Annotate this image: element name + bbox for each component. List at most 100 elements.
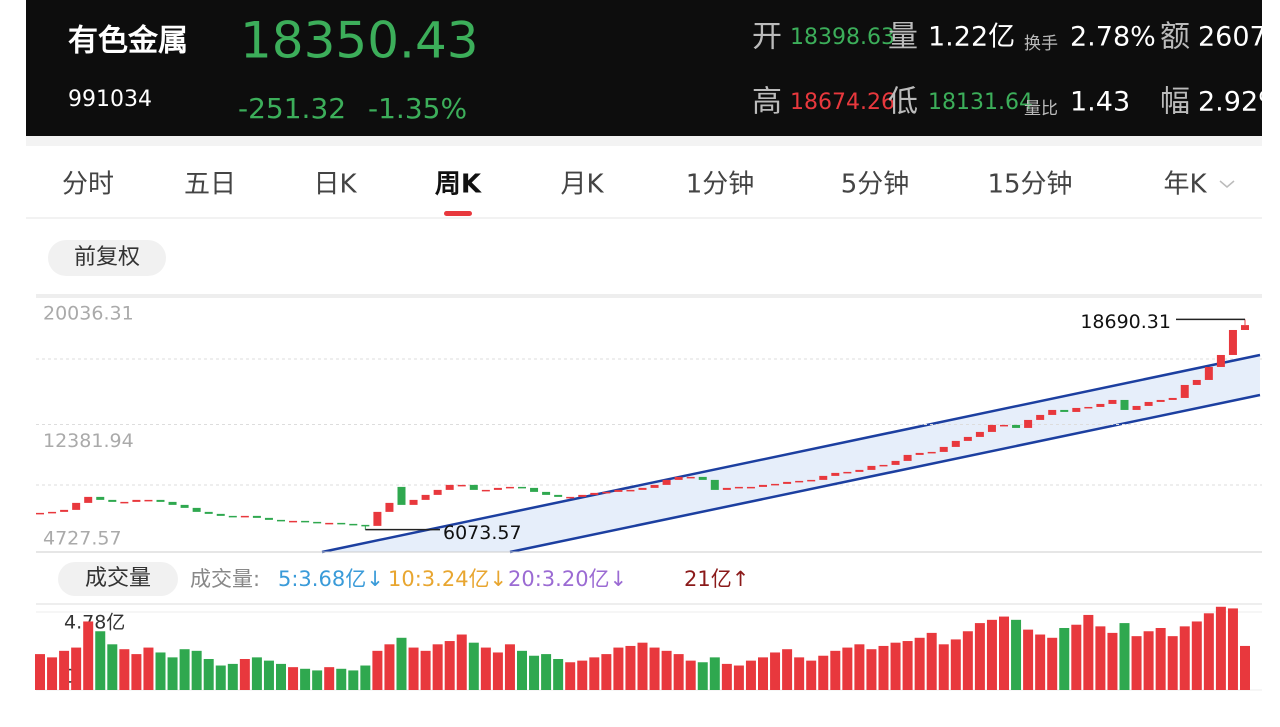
candle-body (457, 484, 466, 487)
volume-bar (842, 647, 853, 690)
tab[interactable]: 分时 (62, 170, 114, 200)
volume-bar (396, 637, 407, 690)
volume-bar (480, 647, 491, 690)
candle-body (1096, 403, 1105, 407)
change: -251.32 (238, 92, 346, 125)
low-label: 6073.57 (443, 522, 522, 544)
volume-bar (1203, 613, 1214, 690)
volume-bar (999, 616, 1009, 690)
volume-bar (167, 657, 178, 690)
candle-body (48, 511, 57, 514)
candle-body (1192, 379, 1201, 385)
volume-bar (215, 665, 226, 690)
volume-legend: 成交量: 5:3.68亿↓ 10:3.24亿↓ 20:3.20亿↓ 21亿↑ (190, 567, 749, 591)
volume-bar (276, 663, 286, 690)
volume-bar (1107, 632, 1118, 690)
volume-bar (119, 649, 130, 690)
candle-body (421, 494, 430, 500)
volume-bar (95, 631, 106, 690)
legend-entry: 20:3.20亿↓ (508, 567, 627, 591)
stat-label: 高 (752, 85, 782, 120)
candle-body (1204, 366, 1213, 380)
volume-bar (155, 652, 166, 690)
volume-bar (408, 647, 419, 690)
dropdown-icon (1219, 180, 1235, 188)
candle-body (578, 494, 587, 497)
volume-bar (71, 647, 82, 690)
tab[interactable]: 五日 (184, 170, 236, 200)
candle-body (1012, 424, 1021, 428)
candle-body (867, 465, 876, 470)
volume-bar (312, 670, 323, 690)
candle-body (252, 515, 261, 518)
candle-body (1228, 329, 1237, 355)
tab[interactable]: 1分钟 (686, 170, 755, 200)
candle-body (277, 519, 285, 522)
volume-bar (131, 654, 142, 690)
candle-body (626, 489, 635, 492)
volume-bar (890, 642, 901, 690)
legend-entry: 21亿↑ (684, 567, 749, 591)
tab[interactable]: 周K (435, 170, 482, 200)
tab[interactable]: 月K (560, 170, 604, 200)
stat-label: 量 (888, 20, 918, 55)
volume-bar (589, 657, 600, 690)
volume-bar (529, 655, 540, 690)
candle-body (554, 494, 563, 497)
stat-label: 幅 (1160, 85, 1190, 120)
candle-body (987, 424, 996, 432)
candle-body (686, 476, 695, 479)
volume-bar (179, 649, 190, 690)
candle-body (1216, 354, 1225, 367)
stat-label: 额 (1160, 20, 1190, 55)
volume-bar (950, 639, 961, 690)
y-tick-label: 20036.31 (43, 303, 134, 325)
tab[interactable]: 15分钟 (987, 170, 1072, 200)
header: 有色金属 991034 18350.43 -251.32 -1.35% 开 183… (68, 12, 1262, 126)
header-bg (26, 0, 1262, 136)
volume-bar (914, 637, 925, 690)
volume-pill (58, 562, 178, 596)
volume-bar (336, 668, 347, 690)
candle-body (72, 502, 81, 510)
candle-body (746, 486, 755, 489)
volume-bar (782, 649, 793, 690)
candle-body (759, 484, 767, 487)
candle-body (108, 499, 117, 502)
volume-bar (420, 650, 431, 690)
stat-label: 低 (888, 85, 918, 120)
candle-body (975, 431, 984, 437)
volume-bar (1167, 636, 1178, 690)
candle-body (674, 476, 683, 480)
candle-body (927, 451, 936, 454)
adjust-pill[interactable] (48, 240, 166, 276)
volume-bar (372, 650, 383, 690)
stat-value: 1.22亿 (928, 22, 1015, 53)
stat-value: 18131.64 (928, 90, 1033, 115)
volume-bar (1119, 623, 1130, 690)
stat-value: 18674.26 (790, 90, 895, 115)
volume-bar (577, 660, 588, 690)
tab[interactable]: 年K (1163, 170, 1207, 200)
candle-body (1036, 414, 1045, 420)
candle-body (1241, 325, 1249, 330)
tab[interactable]: 5分钟 (841, 170, 910, 200)
candle-body (409, 499, 418, 505)
volume-bar (107, 644, 118, 690)
volume-bar (47, 657, 58, 690)
volume-bar (360, 665, 371, 690)
candle-body (590, 492, 599, 495)
candle-body (60, 509, 69, 512)
candle-body (120, 501, 129, 504)
candle-body (84, 496, 93, 503)
volume-bar (263, 660, 274, 690)
candle-body (903, 454, 912, 461)
tab[interactable]: 日K (313, 170, 357, 200)
volume-bar (1035, 634, 1046, 690)
volume-bar (1047, 637, 1058, 690)
volume-bar (745, 660, 756, 690)
candle-body (1180, 384, 1189, 398)
